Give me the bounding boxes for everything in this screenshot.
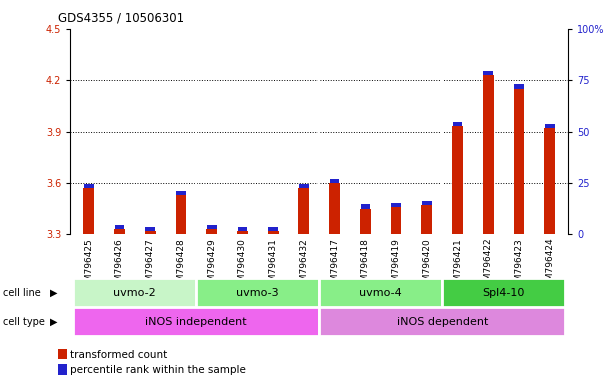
Bar xyxy=(175,195,186,234)
Bar xyxy=(299,184,309,188)
Bar xyxy=(73,307,320,336)
Bar xyxy=(58,349,67,359)
Bar xyxy=(176,190,186,195)
Text: GSM796417: GSM796417 xyxy=(330,238,339,293)
Text: GSM796426: GSM796426 xyxy=(115,238,124,293)
Text: GSM796429: GSM796429 xyxy=(207,238,216,293)
Bar xyxy=(545,124,555,128)
Bar xyxy=(238,227,247,231)
Text: percentile rank within the sample: percentile rank within the sample xyxy=(70,364,246,374)
Text: GSM796419: GSM796419 xyxy=(392,238,401,293)
Text: GSM796423: GSM796423 xyxy=(514,238,524,293)
Text: uvmo-4: uvmo-4 xyxy=(359,288,402,298)
Text: GSM796422: GSM796422 xyxy=(484,238,493,292)
Bar xyxy=(58,364,67,375)
Text: cell line: cell line xyxy=(3,288,41,298)
Bar xyxy=(453,122,463,126)
Bar xyxy=(483,71,493,75)
Bar xyxy=(84,184,93,188)
Text: Spl4-10: Spl4-10 xyxy=(483,288,525,298)
Bar xyxy=(115,225,124,229)
Bar xyxy=(83,188,94,234)
Bar xyxy=(73,278,196,307)
Bar xyxy=(514,84,524,89)
Text: uvmo-3: uvmo-3 xyxy=(236,288,279,298)
Bar xyxy=(422,201,432,205)
Text: GSM796418: GSM796418 xyxy=(361,238,370,293)
Text: GSM796425: GSM796425 xyxy=(84,238,93,293)
Bar xyxy=(207,229,217,234)
Text: GSM796424: GSM796424 xyxy=(545,238,554,292)
Bar xyxy=(145,227,155,231)
Bar xyxy=(360,204,370,209)
Text: ▶: ▶ xyxy=(50,288,57,298)
Text: GSM796420: GSM796420 xyxy=(422,238,431,293)
Text: GSM796428: GSM796428 xyxy=(177,238,185,293)
Bar xyxy=(329,183,340,234)
Bar xyxy=(360,209,371,234)
Text: GSM796427: GSM796427 xyxy=(145,238,155,293)
Text: cell type: cell type xyxy=(3,316,45,327)
Bar xyxy=(514,89,524,234)
Text: iNOS dependent: iNOS dependent xyxy=(397,316,488,327)
Text: GSM796430: GSM796430 xyxy=(238,238,247,293)
Bar xyxy=(268,231,279,234)
Text: GSM796421: GSM796421 xyxy=(453,238,462,293)
Bar xyxy=(320,307,565,336)
Text: ▶: ▶ xyxy=(50,316,57,327)
Bar xyxy=(320,278,442,307)
Bar xyxy=(390,207,401,234)
Bar xyxy=(145,231,156,234)
Bar xyxy=(237,231,248,234)
Bar xyxy=(268,227,278,231)
Bar xyxy=(422,205,432,234)
Text: iNOS independent: iNOS independent xyxy=(145,316,247,327)
Bar xyxy=(196,278,320,307)
Text: uvmo-2: uvmo-2 xyxy=(114,288,156,298)
Bar xyxy=(442,278,565,307)
Bar xyxy=(330,179,340,183)
Bar xyxy=(483,75,494,234)
Text: GSM796432: GSM796432 xyxy=(299,238,309,293)
Bar xyxy=(544,128,555,234)
Bar xyxy=(391,203,401,207)
Bar xyxy=(452,126,463,234)
Text: GDS4355 / 10506301: GDS4355 / 10506301 xyxy=(58,12,184,25)
Bar xyxy=(114,229,125,234)
Text: GSM796431: GSM796431 xyxy=(269,238,277,293)
Text: transformed count: transformed count xyxy=(70,350,168,360)
Bar xyxy=(207,225,216,229)
Bar xyxy=(299,188,309,234)
